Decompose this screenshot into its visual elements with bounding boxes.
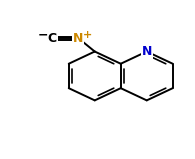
Text: +: + bbox=[83, 30, 92, 40]
Text: C: C bbox=[48, 32, 57, 45]
Text: N: N bbox=[73, 32, 83, 45]
Text: −: − bbox=[38, 29, 48, 42]
Text: N: N bbox=[142, 45, 152, 58]
